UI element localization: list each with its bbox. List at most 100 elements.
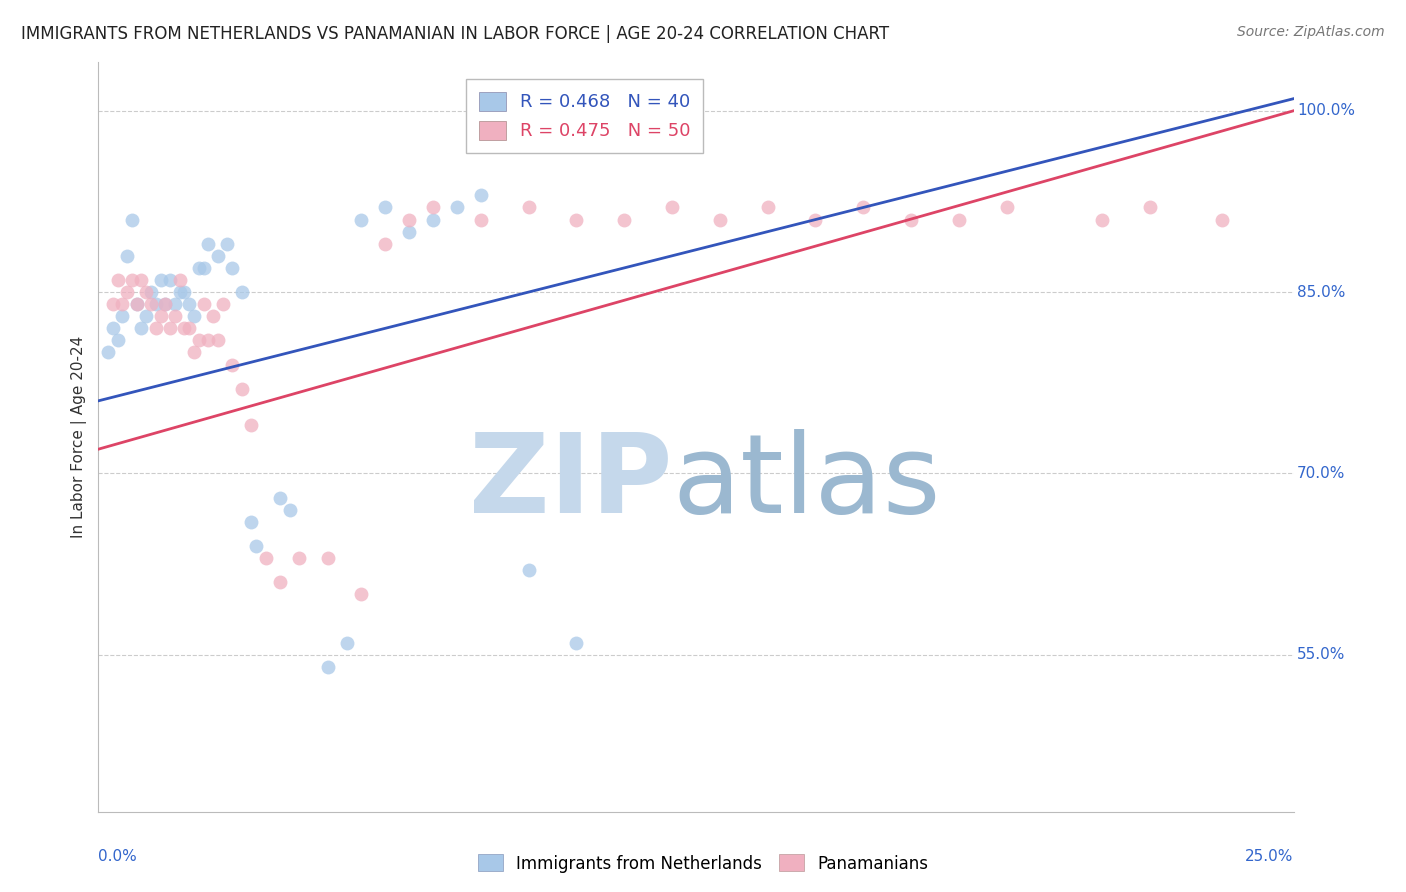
Point: [159, 273, 181, 287]
Point: [565, 212, 588, 227]
Point: [948, 212, 970, 227]
Point: [121, 273, 143, 287]
Point: [350, 587, 373, 601]
Point: [398, 225, 420, 239]
Point: [159, 321, 181, 335]
Point: [179, 321, 201, 335]
Point: [149, 273, 172, 287]
Point: [269, 491, 291, 505]
Text: 100.0%: 100.0%: [1298, 103, 1355, 119]
Point: [374, 236, 396, 251]
Point: [155, 297, 177, 311]
Point: [139, 297, 162, 311]
Point: [240, 417, 263, 432]
Text: 70.0%: 70.0%: [1298, 466, 1346, 481]
Point: [517, 563, 540, 577]
Point: [135, 285, 157, 299]
Text: Source: ZipAtlas.com: Source: ZipAtlas.com: [1237, 25, 1385, 39]
Point: [115, 285, 138, 299]
Point: [97, 345, 120, 359]
Point: [107, 273, 129, 287]
Text: IMMIGRANTS FROM NETHERLANDS VS PANAMANIAN IN LABOR FORCE | AGE 20-24 CORRELATION: IMMIGRANTS FROM NETHERLANDS VS PANAMANIA…: [21, 25, 889, 43]
Point: [995, 201, 1018, 215]
Point: [121, 212, 143, 227]
Point: [217, 236, 239, 251]
Point: [240, 515, 263, 529]
Point: [336, 635, 359, 649]
Point: [374, 201, 396, 215]
Point: [163, 310, 186, 324]
Point: [125, 297, 148, 311]
Point: [187, 334, 209, 348]
Point: [135, 310, 157, 324]
Point: [163, 297, 186, 311]
Point: [245, 539, 267, 553]
Point: [183, 345, 205, 359]
Point: [115, 249, 138, 263]
Point: [111, 297, 134, 311]
Point: [149, 310, 172, 324]
Point: [446, 201, 468, 215]
Point: [900, 212, 922, 227]
Point: [470, 188, 492, 202]
Point: [207, 334, 229, 348]
Point: [101, 297, 124, 311]
Text: atlas: atlas: [672, 428, 941, 535]
Point: [709, 212, 731, 227]
Text: ZIP: ZIP: [468, 428, 672, 535]
Point: [169, 273, 191, 287]
Point: [187, 260, 209, 275]
Point: [288, 550, 311, 565]
Point: [193, 260, 215, 275]
Text: 0.0%: 0.0%: [98, 849, 138, 864]
Point: [278, 502, 301, 516]
Legend: Immigrants from Netherlands, Panamanians: Immigrants from Netherlands, Panamanians: [471, 847, 935, 880]
Point: [139, 285, 162, 299]
Y-axis label: In Labor Force | Age 20-24: In Labor Force | Age 20-24: [72, 336, 87, 538]
Point: [1091, 212, 1114, 227]
Point: [231, 285, 253, 299]
Point: [197, 236, 219, 251]
Point: [111, 310, 134, 324]
Point: [316, 659, 339, 673]
Point: [756, 201, 779, 215]
Point: [125, 297, 148, 311]
Point: [661, 201, 683, 215]
Point: [565, 635, 588, 649]
Point: [145, 297, 167, 311]
Point: [169, 285, 191, 299]
Point: [211, 297, 233, 311]
Point: [804, 212, 827, 227]
Point: [613, 212, 636, 227]
Legend: R = 0.468   N = 40, R = 0.475   N = 50: R = 0.468 N = 40, R = 0.475 N = 50: [465, 79, 703, 153]
Point: [207, 249, 229, 263]
Point: [197, 334, 219, 348]
Text: 85.0%: 85.0%: [1298, 285, 1346, 300]
Point: [221, 260, 243, 275]
Point: [350, 212, 373, 227]
Point: [179, 297, 201, 311]
Point: [202, 310, 225, 324]
Point: [517, 201, 540, 215]
Point: [101, 321, 124, 335]
Point: [422, 201, 444, 215]
Point: [155, 297, 177, 311]
Point: [131, 321, 153, 335]
Text: 55.0%: 55.0%: [1298, 647, 1346, 662]
Text: 25.0%: 25.0%: [1246, 849, 1294, 864]
Point: [470, 212, 492, 227]
Point: [269, 575, 291, 590]
Point: [145, 321, 167, 335]
Point: [173, 285, 195, 299]
Point: [221, 358, 243, 372]
Point: [316, 550, 339, 565]
Point: [852, 201, 875, 215]
Point: [107, 334, 129, 348]
Point: [131, 273, 153, 287]
Point: [1139, 201, 1161, 215]
Point: [231, 382, 253, 396]
Point: [1211, 212, 1233, 227]
Point: [398, 212, 420, 227]
Point: [422, 212, 444, 227]
Point: [173, 321, 195, 335]
